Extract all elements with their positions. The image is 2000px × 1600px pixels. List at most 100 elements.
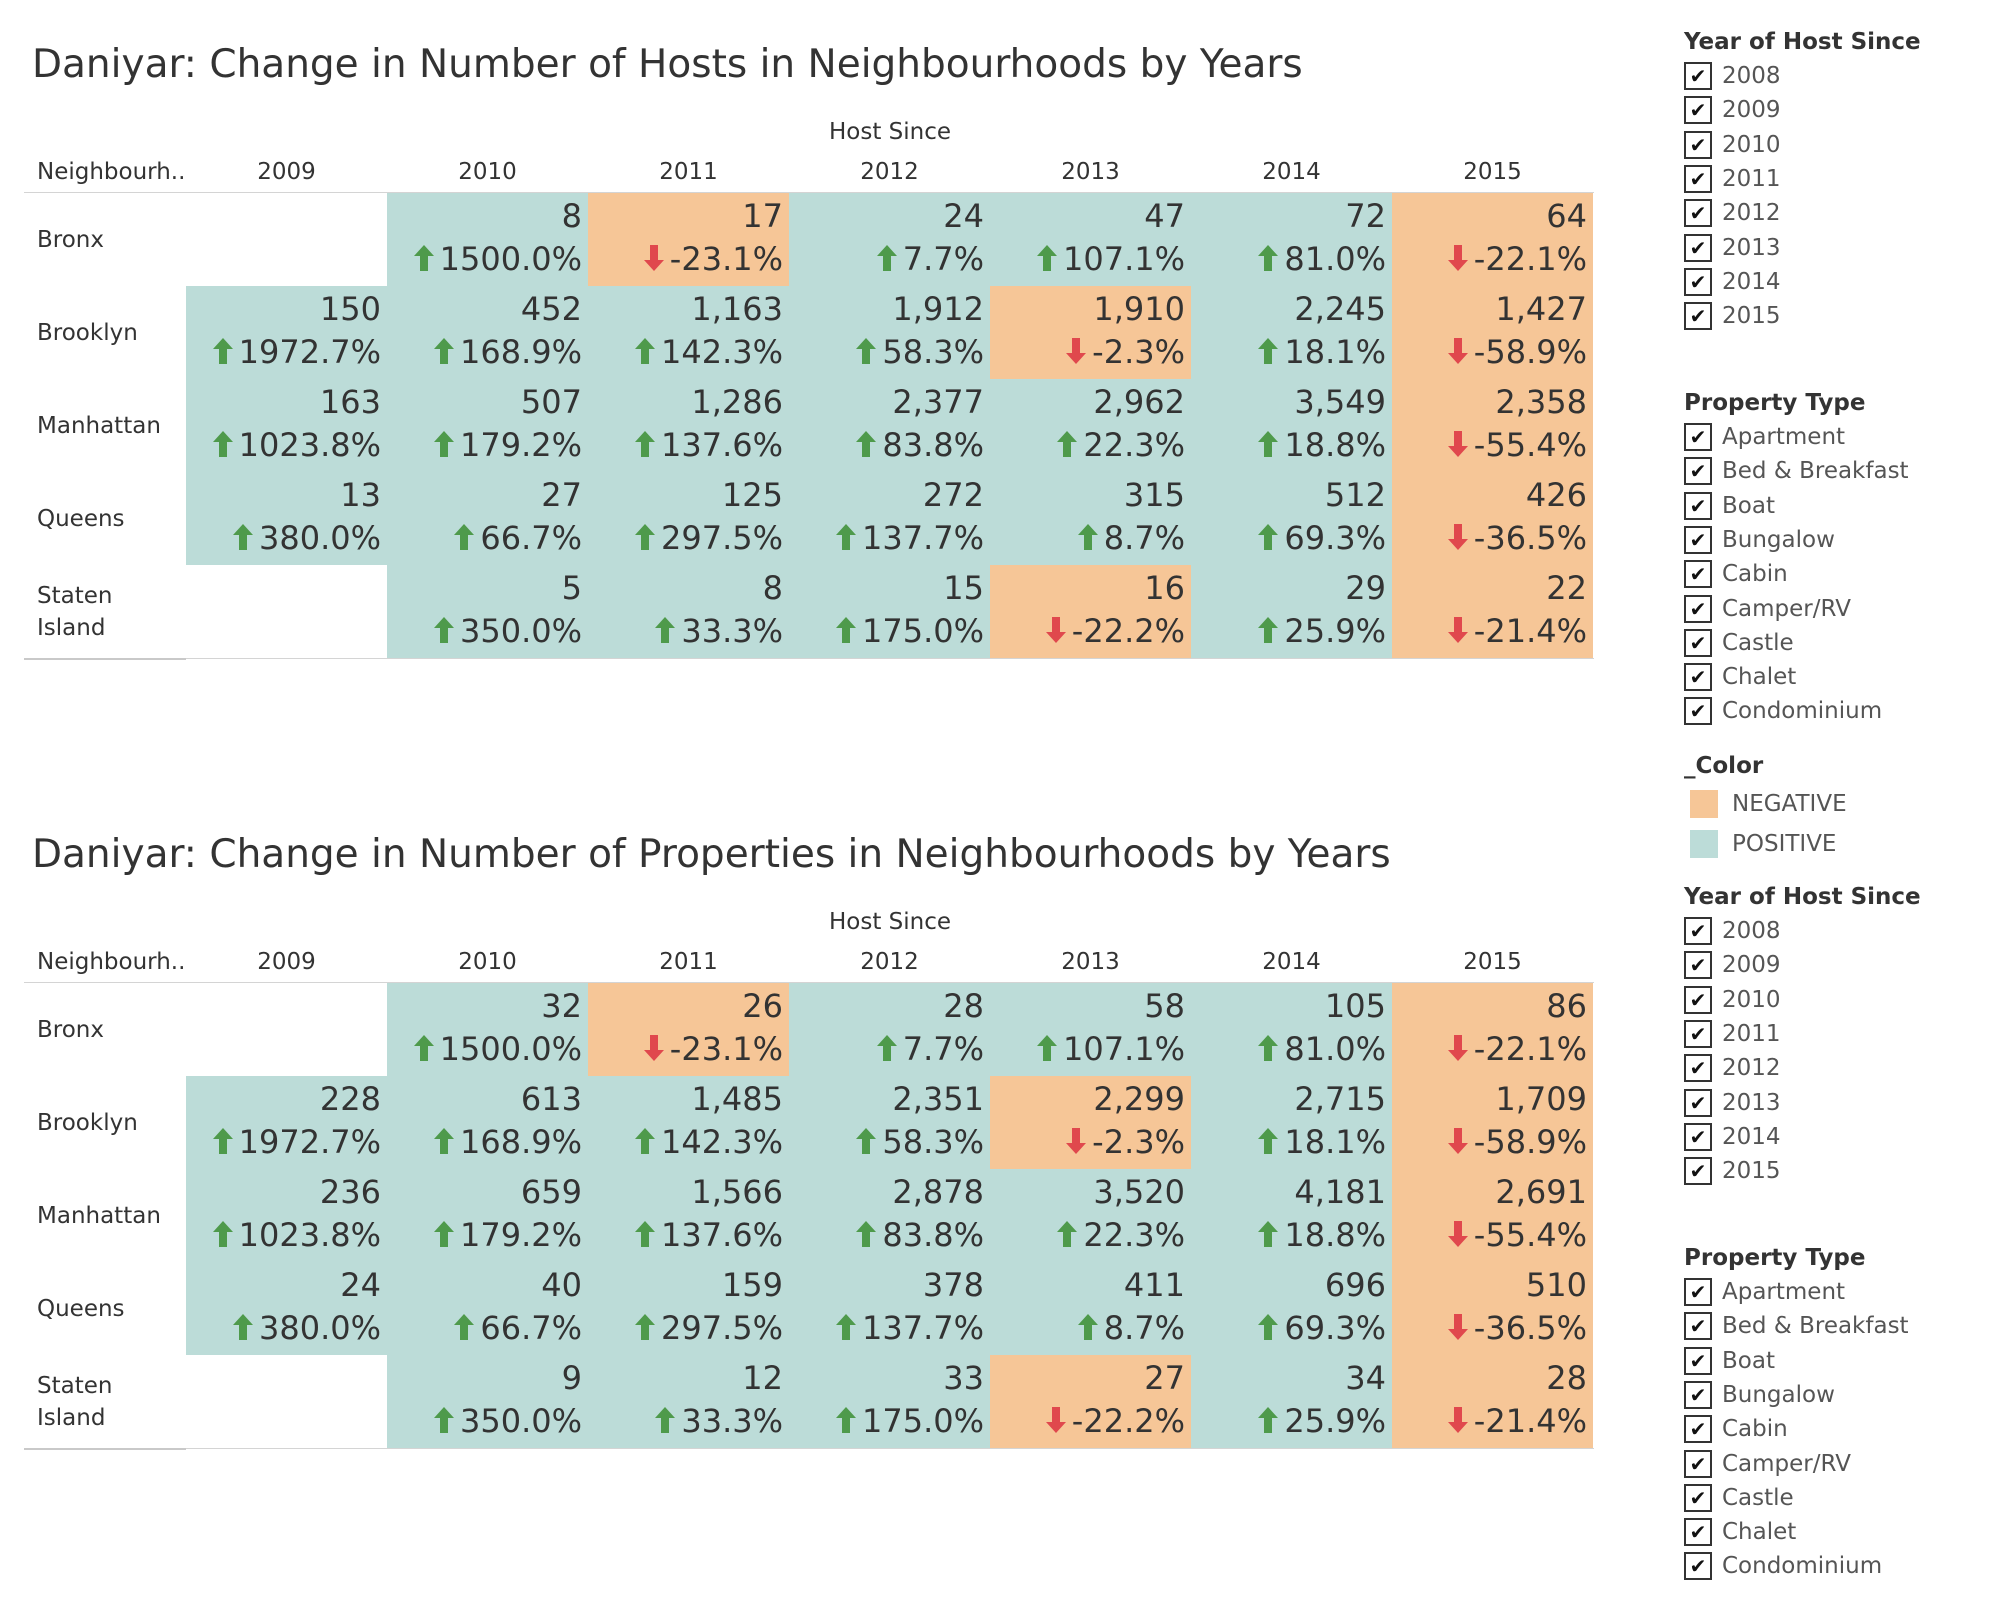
column-header-year[interactable]: 2011: [659, 949, 718, 975]
checkmark-icon[interactable]: ✔: [1684, 1380, 1712, 1409]
table-cell[interactable]: 2,878 83.8%: [789, 1169, 990, 1262]
column-header-year[interactable]: 2010: [458, 159, 517, 185]
table-cell[interactable]: 24 7.7%: [789, 193, 990, 286]
filter-checkbox-item[interactable]: ✔ 2014: [1684, 265, 1781, 299]
table-cell[interactable]: 2,962 22.3%: [990, 379, 1191, 472]
checkmark-icon[interactable]: ✔: [1684, 525, 1712, 554]
table-cell[interactable]: 696 69.3%: [1191, 1262, 1392, 1355]
table-cell[interactable]: 163 1023.8%: [186, 379, 387, 472]
table-cell[interactable]: 8 1500.0%: [387, 193, 588, 286]
legend-item[interactable]: NEGATIVE: [1690, 790, 1847, 818]
filter-checkbox-item[interactable]: ✔ Cabin: [1684, 1412, 1788, 1446]
row-header[interactable]: Queens: [37, 1295, 125, 1322]
filter-checkbox-item[interactable]: ✔ Condominium: [1684, 694, 1882, 728]
table-cell[interactable]: 507 179.2%: [387, 379, 588, 472]
table-cell[interactable]: 3,520 22.3%: [990, 1169, 1191, 1262]
table-cell[interactable]: 29 25.9%: [1191, 565, 1392, 658]
checkmark-icon[interactable]: ✔: [1684, 164, 1712, 193]
filter-checkbox-item[interactable]: ✔ 2013: [1684, 231, 1781, 265]
table-cell[interactable]: 22 -21.4%: [1392, 565, 1593, 658]
checkmark-icon[interactable]: ✔: [1684, 1157, 1712, 1186]
checkmark-icon[interactable]: ✔: [1684, 560, 1712, 589]
filter-checkbox-item[interactable]: ✔ 2015: [1684, 1154, 1781, 1188]
table-cell[interactable]: 228 1972.7%: [186, 1076, 387, 1169]
row-header[interactable]: Bronx: [37, 226, 104, 253]
filter-checkbox-item[interactable]: ✔ Camper/RV: [1684, 592, 1851, 626]
column-header-year[interactable]: 2013: [1061, 949, 1120, 975]
filter-checkbox-item[interactable]: ✔ 2015: [1684, 299, 1781, 333]
table-cell[interactable]: 27 66.7%: [387, 472, 588, 565]
filter-checkbox-item[interactable]: ✔ 2009: [1684, 948, 1781, 982]
table-cell[interactable]: 4,181 18.8%: [1191, 1169, 1392, 1262]
table-cell[interactable]: 8 33.3%: [588, 565, 789, 658]
table-cell[interactable]: 236 1023.8%: [186, 1169, 387, 1262]
checkmark-icon[interactable]: ✔: [1684, 302, 1712, 331]
checkmark-icon[interactable]: ✔: [1684, 1054, 1712, 1083]
column-header-year[interactable]: 2014: [1262, 159, 1321, 185]
filter-checkbox-item[interactable]: ✔ 2008: [1684, 59, 1781, 93]
table-cell[interactable]: 28 7.7%: [789, 983, 990, 1076]
checkmark-icon[interactable]: ✔: [1684, 1278, 1712, 1306]
filter-checkbox-item[interactable]: ✔ Apartment: [1684, 1275, 1845, 1309]
table-cell[interactable]: 159 297.5%: [588, 1262, 789, 1355]
filter-checkbox-item[interactable]: ✔ 2014: [1684, 1120, 1781, 1154]
filter-checkbox-item[interactable]: ✔ Condominium: [1684, 1549, 1882, 1583]
filter-checkbox-item[interactable]: ✔ Chalet: [1684, 1515, 1796, 1549]
table-cell[interactable]: 2,245 18.1%: [1191, 286, 1392, 379]
row-header[interactable]: Brooklyn: [37, 319, 138, 346]
table-cell[interactable]: 32 1500.0%: [387, 983, 588, 1076]
table-cell[interactable]: 1,427 -58.9%: [1392, 286, 1593, 379]
row-header[interactable]: Manhattan: [37, 1202, 161, 1229]
filter-checkbox-item[interactable]: ✔ Camper/RV: [1684, 1447, 1851, 1481]
filter-checkbox-item[interactable]: ✔ Apartment: [1684, 420, 1845, 454]
checkmark-icon[interactable]: ✔: [1684, 1518, 1712, 1547]
row-field-header[interactable]: Neighbourh..: [37, 159, 186, 185]
checkmark-icon[interactable]: ✔: [1684, 594, 1712, 623]
checkmark-icon[interactable]: ✔: [1684, 917, 1712, 945]
row-header[interactable]: Manhattan: [37, 412, 161, 439]
table-cell[interactable]: 5 350.0%: [387, 565, 588, 658]
filter-checkbox-item[interactable]: ✔ 2009: [1684, 93, 1781, 127]
table-cell[interactable]: 426 -36.5%: [1392, 472, 1593, 565]
column-header-year[interactable]: 2015: [1463, 159, 1522, 185]
table-cell[interactable]: 58 107.1%: [990, 983, 1191, 1076]
checkmark-icon[interactable]: ✔: [1684, 199, 1712, 228]
table-cell[interactable]: 1,485 142.3%: [588, 1076, 789, 1169]
table-cell[interactable]: 1,709 -58.9%: [1392, 1076, 1593, 1169]
checkmark-icon[interactable]: ✔: [1684, 628, 1712, 657]
table-cell[interactable]: 125 297.5%: [588, 472, 789, 565]
table-cell[interactable]: 510 -36.5%: [1392, 1262, 1593, 1355]
row-header[interactable]: Brooklyn: [37, 1109, 138, 1136]
filter-checkbox-item[interactable]: ✔ 2011: [1684, 162, 1781, 196]
checkmark-icon[interactable]: ✔: [1684, 663, 1712, 692]
filter-checkbox-item[interactable]: ✔ Boat: [1684, 1344, 1775, 1378]
filter-checkbox-item[interactable]: ✔ Boat: [1684, 489, 1775, 523]
table-cell[interactable]: 1,912 58.3%: [789, 286, 990, 379]
column-header-year[interactable]: 2011: [659, 159, 718, 185]
filter-checkbox-item[interactable]: ✔ 2012: [1684, 1051, 1781, 1085]
table-cell[interactable]: 28 -21.4%: [1392, 1355, 1593, 1448]
table-cell[interactable]: 2,715 18.1%: [1191, 1076, 1392, 1169]
column-header-year[interactable]: 2010: [458, 949, 517, 975]
checkmark-icon[interactable]: ✔: [1684, 96, 1712, 125]
checkmark-icon[interactable]: ✔: [1684, 491, 1712, 520]
checkmark-icon[interactable]: ✔: [1684, 130, 1712, 159]
checkmark-icon[interactable]: ✔: [1684, 457, 1712, 486]
checkmark-icon[interactable]: ✔: [1684, 1019, 1712, 1048]
checkmark-icon[interactable]: ✔: [1684, 1483, 1712, 1512]
table-cell[interactable]: 24 380.0%: [186, 1262, 387, 1355]
table-cell[interactable]: 26 -23.1%: [588, 983, 789, 1076]
table-cell[interactable]: 2,691 -55.4%: [1392, 1169, 1593, 1262]
table-cell[interactable]: 613 168.9%: [387, 1076, 588, 1169]
filter-checkbox-item[interactable]: ✔ 2008: [1684, 914, 1781, 948]
row-header[interactable]: Queens: [37, 505, 125, 532]
column-header-year[interactable]: 2015: [1463, 949, 1522, 975]
filter-checkbox-item[interactable]: ✔ Bed & Breakfast: [1684, 454, 1909, 488]
filter-checkbox-item[interactable]: ✔ 2010: [1684, 983, 1781, 1017]
column-header-year[interactable]: 2012: [860, 949, 919, 975]
checkmark-icon[interactable]: ✔: [1684, 62, 1712, 90]
table-cell[interactable]: 659 179.2%: [387, 1169, 588, 1262]
table-cell[interactable]: 47 107.1%: [990, 193, 1191, 286]
table-cell[interactable]: 315 8.7%: [990, 472, 1191, 565]
filter-checkbox-item[interactable]: ✔ Bed & Breakfast: [1684, 1309, 1909, 1343]
